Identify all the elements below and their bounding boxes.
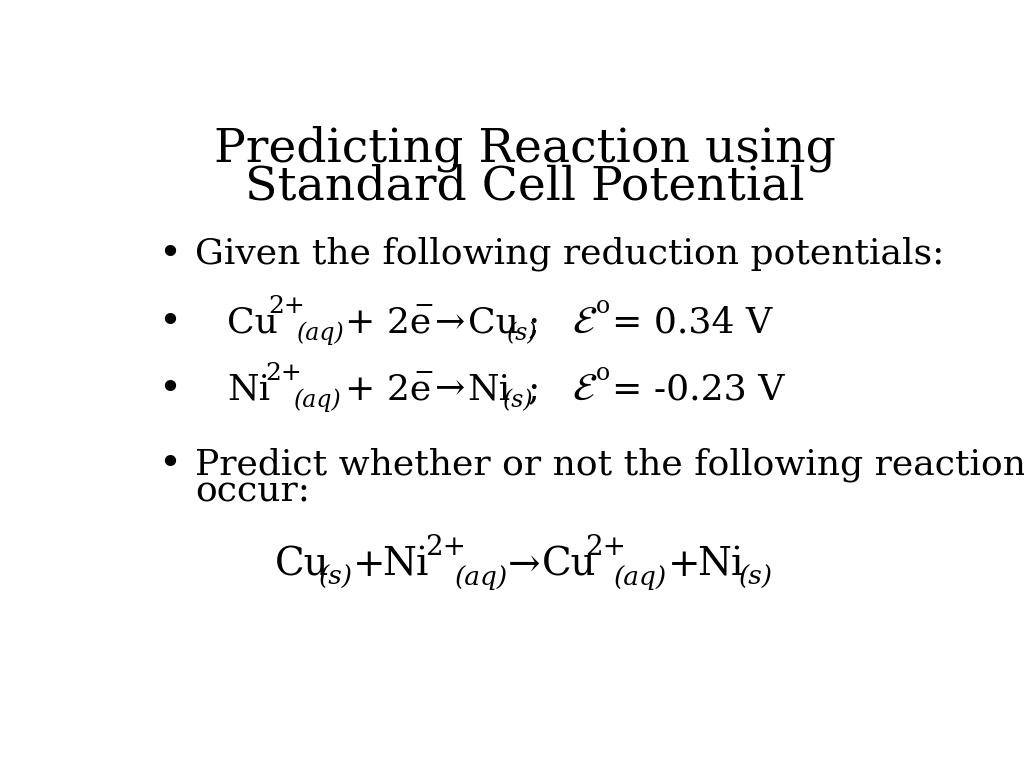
Text: (aq): (aq) [294,389,342,412]
Text: Ni: Ni [382,547,428,584]
Text: →: → [435,372,465,406]
Text: 2+: 2+ [268,295,305,318]
Text: o: o [596,362,610,385]
Text: $\mathcal{E}$: $\mathcal{E}$ [572,304,598,341]
Text: $\mathcal{E}$: $\mathcal{E}$ [572,371,598,408]
Text: Ni: Ni [468,372,511,406]
Text: •: • [158,236,181,273]
Text: Predict whether or not the following reaction will: Predict whether or not the following rea… [196,448,1024,482]
Text: (aq): (aq) [455,564,508,590]
Text: 2+: 2+ [585,534,626,561]
Text: (aq): (aq) [297,322,345,345]
Text: Ni: Ni [697,547,743,584]
Text: (s): (s) [739,564,773,590]
Text: •: • [158,304,181,341]
Text: Predicting Reaction using: Predicting Reaction using [214,125,836,171]
Text: (s): (s) [507,322,538,345]
Text: = -0.23 V: = -0.23 V [612,372,784,406]
Text: Standard Cell Potential: Standard Cell Potential [245,164,805,210]
Text: occur:: occur: [196,475,310,508]
Text: o: o [596,295,610,318]
Text: −: − [413,362,434,385]
Text: −: − [413,295,434,318]
Text: = 0.34 V: = 0.34 V [612,306,772,339]
Text: (s): (s) [504,389,534,412]
Text: 2+: 2+ [426,534,467,561]
Text: Given the following reduction potentials:: Given the following reduction potentials… [196,237,945,271]
Text: →: → [435,306,465,339]
Text: +: + [352,547,385,584]
Text: + 2e: + 2e [345,372,431,406]
Text: Cu: Cu [274,547,330,584]
Text: +: + [668,547,700,584]
Text: + 2e: + 2e [345,306,431,339]
Text: (aq): (aq) [613,564,667,590]
Text: Cu: Cu [227,306,279,339]
Text: Ni: Ni [227,372,270,406]
Text: Cu: Cu [542,547,596,584]
Text: →: → [507,547,540,584]
Text: •: • [158,371,181,408]
Text: Cu: Cu [468,306,518,339]
Text: 2+: 2+ [265,362,302,385]
Text: ;: ; [527,306,540,339]
Text: ;: ; [527,372,540,406]
Text: •: • [158,446,181,483]
Text: (s): (s) [318,564,352,590]
